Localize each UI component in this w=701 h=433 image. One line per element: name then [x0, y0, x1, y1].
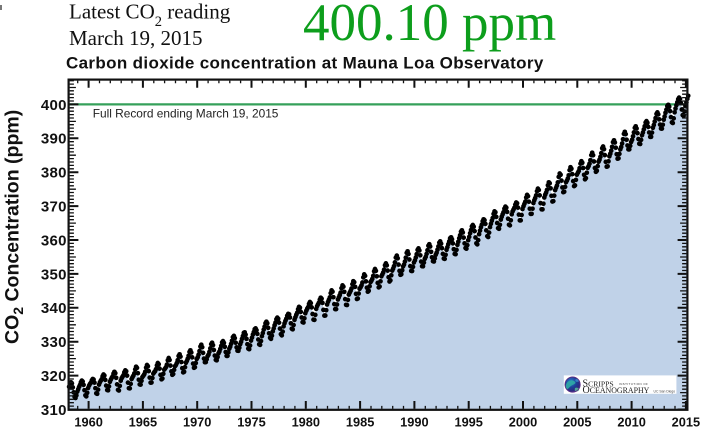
- svg-text:390: 390: [41, 131, 67, 148]
- svg-text:330: 330: [41, 334, 67, 351]
- svg-text:1960: 1960: [74, 414, 102, 429]
- svg-text:OCEANOGRAPHY: OCEANOGRAPHY: [583, 385, 650, 396]
- svg-text:1980: 1980: [292, 414, 320, 429]
- svg-text:1970: 1970: [183, 414, 211, 429]
- svg-text:400.10 ppm: 400.10 ppm: [303, 0, 556, 52]
- svg-text:1965: 1965: [129, 414, 157, 429]
- svg-text:CO2 Concentration (ppm): CO2 Concentration (ppm): [2, 110, 27, 344]
- svg-text:INSTITUTION OF: INSTITUTION OF: [619, 382, 648, 386]
- svg-text:Carbon dioxide concentration a: Carbon dioxide concentration at Mauna Lo…: [66, 53, 544, 72]
- svg-text:2005: 2005: [563, 414, 591, 429]
- svg-text:1985: 1985: [346, 414, 374, 429]
- svg-text:Full Record ending March 19, 2: Full Record ending March 19, 2015: [93, 107, 279, 121]
- svg-text:380: 380: [41, 165, 67, 182]
- svg-text:340: 340: [41, 300, 67, 317]
- svg-text:350: 350: [41, 266, 67, 283]
- svg-text:2010: 2010: [617, 414, 645, 429]
- svg-text:310: 310: [41, 402, 67, 419]
- svg-text:SCRIPPS: SCRIPPS: [583, 378, 614, 389]
- svg-text:UC San Diego: UC San Diego: [654, 390, 676, 394]
- svg-text:400: 400: [41, 97, 67, 114]
- svg-text:March 19, 2015: March 19, 2015: [69, 26, 203, 50]
- svg-text:1995: 1995: [454, 414, 482, 429]
- svg-text:360: 360: [41, 232, 67, 249]
- svg-text:2015: 2015: [672, 414, 700, 429]
- svg-text:1990: 1990: [400, 414, 428, 429]
- svg-text:1975: 1975: [237, 414, 265, 429]
- svg-text:370: 370: [41, 199, 67, 216]
- svg-text:320: 320: [41, 368, 67, 385]
- svg-text:2000: 2000: [509, 414, 537, 429]
